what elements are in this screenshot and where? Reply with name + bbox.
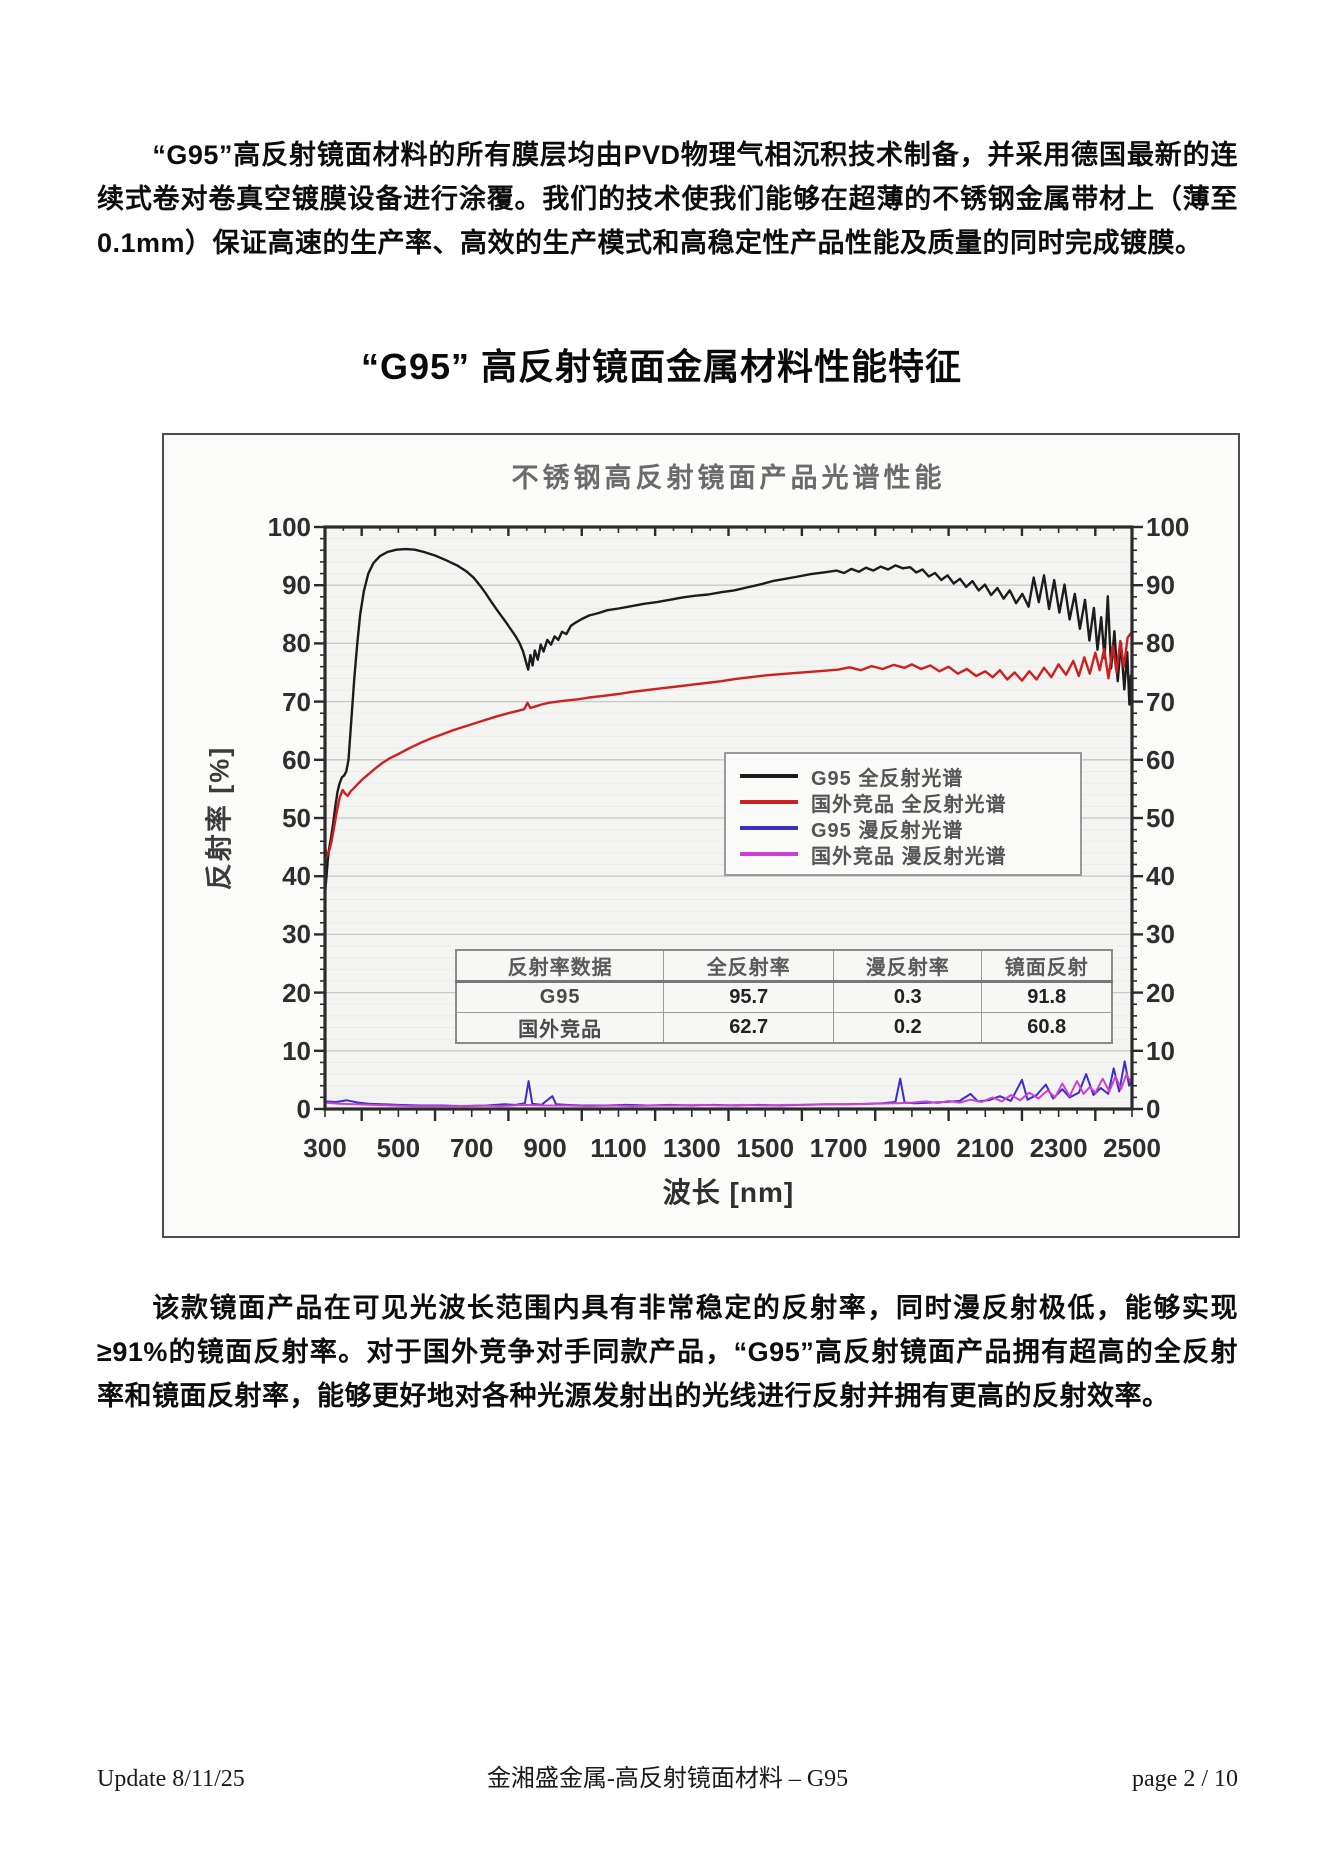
table-header-cell: 反射率数据 bbox=[455, 949, 665, 983]
x-tick-label: 1900 bbox=[882, 1133, 941, 1163]
y-tick-label-left: 100 bbox=[267, 512, 311, 542]
table-row: 国外竞品 62.7 0.2 60.8 bbox=[455, 1012, 1113, 1044]
series-line-1 bbox=[323, 630, 1134, 857]
x-tick-label: 1100 bbox=[590, 1133, 647, 1163]
y-tick-label-left: 10 bbox=[282, 1035, 311, 1066]
table-row: G95 95.7 0.3 91.8 bbox=[455, 981, 1113, 1013]
y-tick-label-right: 100 bbox=[1146, 512, 1190, 542]
legend-line-swatch bbox=[740, 800, 798, 804]
chart-title: 不锈钢高反射镜面产品光谱性能 bbox=[511, 463, 946, 493]
table-value-cell: 0.3 bbox=[833, 981, 983, 1013]
table-header-row: 反射率数据 全反射率 漫反射率 镜面反射 bbox=[455, 949, 1113, 983]
table-row-name: G95 bbox=[455, 981, 665, 1013]
spectral-performance-chart: 不锈钢高反射镜面产品光谱性能 反射率 [%] 波长 [nm] G95 全反射光谱… bbox=[162, 433, 1240, 1238]
x-axis-label: 波长 [nm] bbox=[662, 1177, 795, 1208]
legend-item: 国外竞品 漫反射光谱 bbox=[740, 841, 1068, 868]
x-tick-label: 700 bbox=[450, 1133, 494, 1163]
y-tick-label-left: 60 bbox=[282, 744, 311, 775]
y-tick-label-left: 70 bbox=[282, 686, 311, 717]
x-tick-label: 500 bbox=[376, 1133, 421, 1163]
summary-paragraph: 该款镜面产品在可见光波长范围内具有非常稳定的反射率，同时漫反射极低，能够实现≥9… bbox=[97, 1293, 1238, 1411]
table-row-name: 国外竞品 bbox=[455, 1012, 665, 1044]
y-tick-label-left: 90 bbox=[282, 570, 311, 601]
page-title: “G95” 高反射镜面金属材料性能特征 bbox=[360, 346, 963, 387]
y-tick-label-right: 30 bbox=[1146, 919, 1175, 950]
footer-doc-title: 金湘盛金属-高反射镜面材料 – G95 bbox=[486, 1766, 849, 1792]
y-tick-label-right: 50 bbox=[1146, 803, 1175, 833]
legend-line-swatch bbox=[740, 852, 798, 856]
x-tick-label: 2300 bbox=[1029, 1133, 1088, 1163]
y-tick-label-right: 70 bbox=[1146, 686, 1175, 717]
y-tick-label-left: 30 bbox=[282, 919, 311, 950]
table-header-cell: 镜面反射 bbox=[981, 949, 1113, 983]
series-line-0 bbox=[323, 547, 1134, 895]
y-tick-label-right: 40 bbox=[1146, 861, 1175, 892]
legend-label: G95 漫反射光谱 bbox=[811, 819, 964, 842]
legend-label: 国外竞品 漫反射光谱 bbox=[811, 845, 1007, 868]
legend-line-swatch bbox=[740, 774, 798, 778]
legend-line-swatch bbox=[740, 826, 798, 830]
legend-item: 国外竞品 全反射光谱 bbox=[740, 789, 1068, 816]
y-tick-label-left: 20 bbox=[282, 977, 311, 1008]
intro-paragraph: “G95”高反射镜面材料的所有膜层均由PVD物理气相沉积技术制备，并采用德国最新… bbox=[97, 140, 1238, 258]
x-tick-label: 1300 bbox=[662, 1133, 721, 1163]
y-tick-label-right: 0 bbox=[1146, 1094, 1161, 1124]
y-tick-label-right: 60 bbox=[1146, 744, 1175, 775]
table-header-cell: 漫反射率 bbox=[833, 949, 983, 983]
x-tick-label: 900 bbox=[523, 1133, 567, 1163]
reflectance-data-table: 反射率数据 全反射率 漫反射率 镜面反射 G95 95.7 0.3 91.8 国外竞品 62.7 0… bbox=[455, 949, 1113, 1044]
table-value-cell: 95.7 bbox=[663, 981, 835, 1013]
table-value-cell: 60.8 bbox=[981, 1012, 1113, 1044]
y-tick-label-right: 80 bbox=[1146, 628, 1175, 659]
legend-item: G95 漫反射光谱 bbox=[740, 815, 1068, 842]
table-value-cell: 91.8 bbox=[981, 981, 1113, 1013]
x-tick-label: 1500 bbox=[736, 1133, 795, 1163]
table-header-cell: 全反射率 bbox=[663, 949, 835, 983]
table-value-cell: 0.2 bbox=[833, 1012, 983, 1044]
x-tick-label: 2500 bbox=[1103, 1133, 1161, 1163]
series-line-3 bbox=[324, 1073, 1133, 1108]
legend-label: G95 全反射光谱 bbox=[811, 767, 964, 790]
y-tick-label-left: 40 bbox=[282, 861, 311, 892]
legend-label: 国外竞品 全反射光谱 bbox=[811, 793, 1007, 816]
footer-update-date: Update 8/11/25 bbox=[97, 1766, 245, 1792]
y-tick-label-right: 20 bbox=[1146, 977, 1175, 1008]
y-tick-label-left: 50 bbox=[282, 803, 311, 833]
footer-page-number: page 2 / 10 bbox=[1132, 1766, 1238, 1792]
y-tick-label-left: 80 bbox=[282, 628, 311, 659]
x-tick-label: 300 bbox=[303, 1133, 347, 1163]
x-tick-label: 2100 bbox=[956, 1133, 1015, 1163]
y-tick-label-left: 0 bbox=[296, 1094, 311, 1124]
legend-item: G95 全反射光谱 bbox=[740, 763, 1068, 790]
x-tick-label: 1700 bbox=[809, 1133, 868, 1163]
table-value-cell: 62.7 bbox=[663, 1012, 835, 1044]
chart-legend: G95 全反射光谱国外竞品 全反射光谱 G95 漫反射光谱国外竞品 漫反射光谱 bbox=[724, 752, 1082, 876]
page-footer: Update 8/11/25 金湘盛金属-高反射镜面材料 – G95 page … bbox=[97, 1758, 1238, 1793]
y-tick-label-right: 10 bbox=[1146, 1035, 1175, 1066]
y-tick-label-right: 90 bbox=[1146, 570, 1175, 601]
